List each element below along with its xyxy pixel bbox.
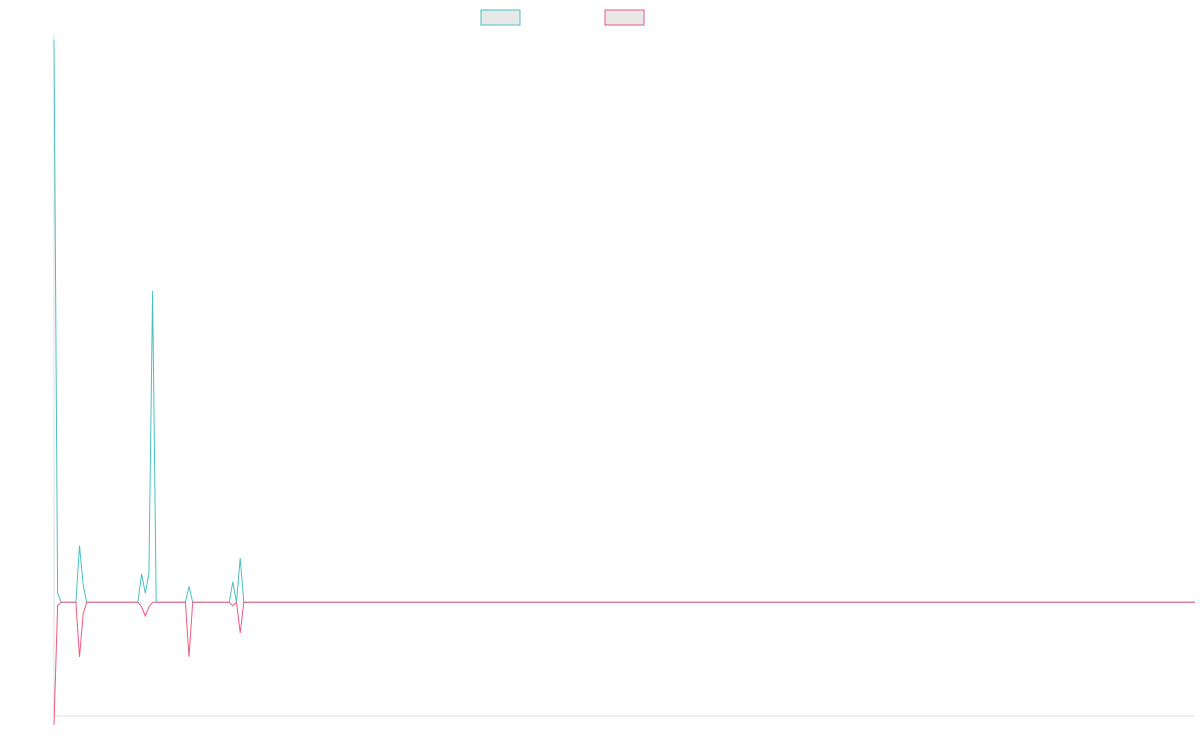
series-line-1 xyxy=(53,39,1195,603)
series-layer xyxy=(53,39,1195,726)
series-line-2 xyxy=(53,601,1195,726)
legend-swatch-2[interactable] xyxy=(604,9,645,26)
legend xyxy=(480,9,645,26)
legend-swatch-1[interactable] xyxy=(480,9,521,26)
